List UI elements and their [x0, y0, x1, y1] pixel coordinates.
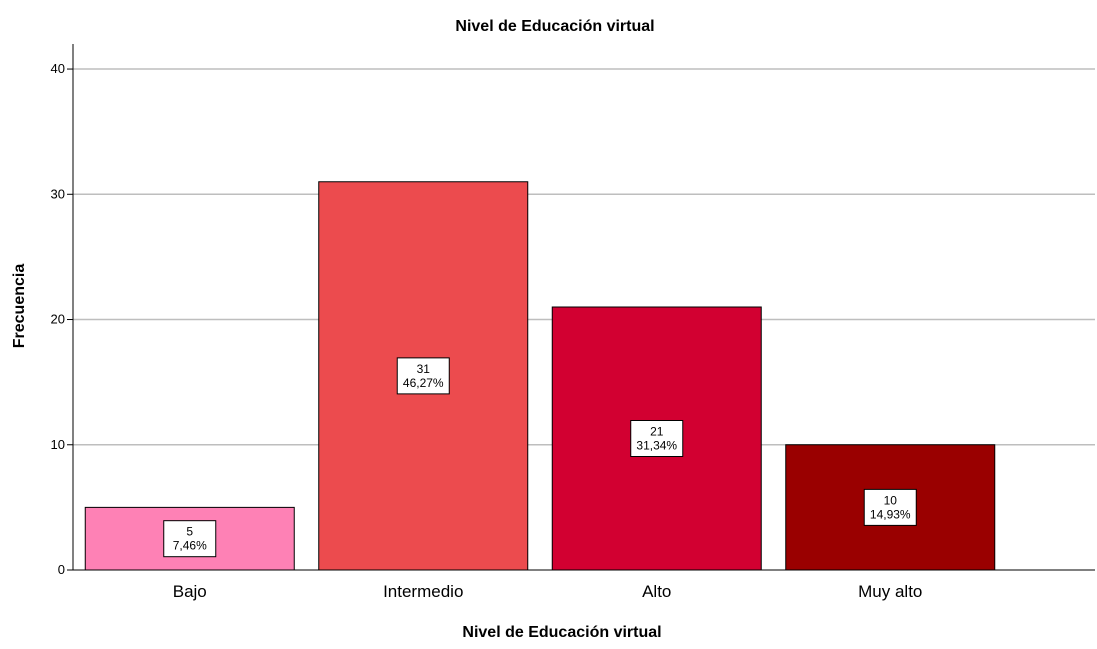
- x-axis-title: Nivel de Educación virtual: [462, 624, 661, 641]
- y-tick-label: 10: [51, 437, 65, 452]
- data-label-box: [630, 420, 684, 457]
- data-label-count: 5: [186, 525, 193, 539]
- data-label-count: 31: [417, 362, 431, 376]
- data-label-percent: 7,46%: [173, 539, 207, 553]
- data-label-box: [863, 488, 917, 526]
- x-tick-label: Intermedio: [383, 582, 463, 601]
- data-label-box: [396, 357, 450, 395]
- data-label-count: 21: [650, 425, 664, 439]
- data-label-box: [163, 520, 217, 558]
- data-label-percent: 31,34%: [636, 439, 677, 453]
- x-tick-label: Alto: [642, 582, 671, 601]
- y-axis-title: Frecuencia: [11, 264, 28, 349]
- data-label-count: 10: [884, 493, 898, 507]
- y-tick-label: 0: [58, 562, 65, 577]
- x-tick-label: Muy alto: [858, 582, 922, 601]
- y-tick-label: 40: [51, 61, 65, 76]
- x-tick-label: Bajo: [173, 582, 207, 601]
- data-label: 57,46%: [163, 520, 217, 558]
- chart-title: Nivel de Educación virtual: [455, 18, 654, 35]
- data-label-percent: 14,93%: [870, 507, 911, 521]
- y-tick-label: 20: [51, 312, 65, 327]
- axes: 0 10 20 30 40 Bajo Intermedio Alto Muy alto: [51, 44, 1095, 601]
- data-label-percent: 46,27%: [403, 376, 444, 390]
- y-tick-label: 30: [51, 186, 65, 201]
